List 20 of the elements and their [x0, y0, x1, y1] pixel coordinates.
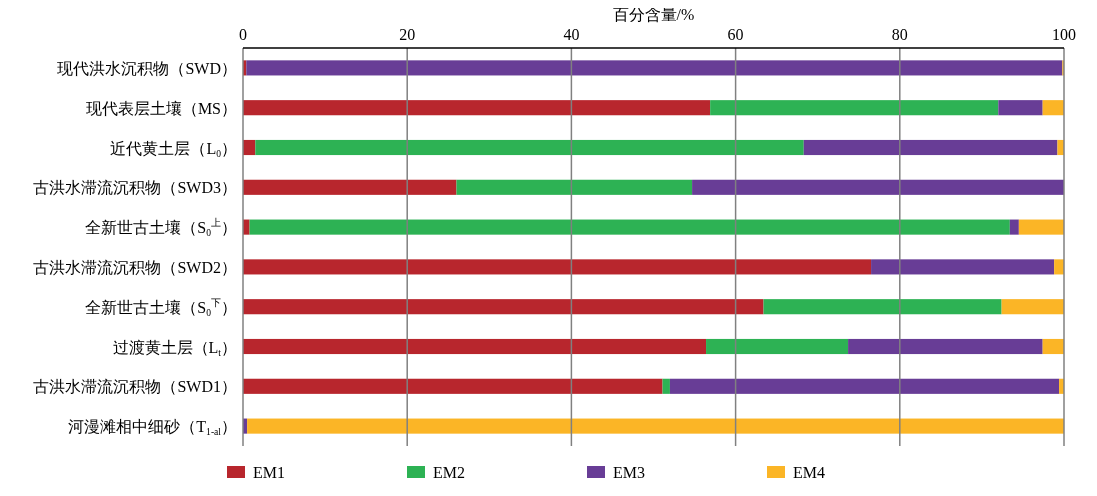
y-tick-label: 近代黄土层（L$_{0}$） [110, 139, 237, 158]
y-tick-label: 全新世古土壤（S$_{0}$$^{上}$） [85, 217, 237, 238]
legend-label: EM4 [793, 464, 825, 481]
y-tick-label: 古洪水滞流沉积物（SWD3） [33, 179, 237, 197]
y-tick-label: 河漫滩相中细砂（T$_{1-al}$） [68, 418, 237, 437]
x-tick-label: 20 [399, 26, 416, 43]
x-tick-label: 0 [239, 26, 247, 43]
y-tick-label: 全新世古土壤（S$_{0}$$^{下}$） [85, 296, 237, 318]
x-tick-label: 100 [1052, 26, 1076, 43]
y-tick-label: 古洪水滞流沉积物（SWD2） [33, 258, 237, 276]
x-tick-label: 60 [727, 26, 744, 43]
x-tick-label: 80 [891, 26, 908, 43]
legend-label: EM2 [433, 464, 465, 481]
y-tick-label: 古洪水滞流沉积物（SWD1） [33, 378, 237, 396]
y-tick-label: 现代表层土壤（MS） [85, 99, 237, 117]
y-tick-label: 现代洪水沉积物（SWD） [57, 59, 237, 77]
x-tick-label: 40 [563, 26, 580, 43]
legend-label: EM3 [613, 464, 645, 481]
legend-label: EM1 [253, 464, 285, 481]
y-tick-label: 过渡黄土层（L$_{t}$） [112, 338, 237, 357]
